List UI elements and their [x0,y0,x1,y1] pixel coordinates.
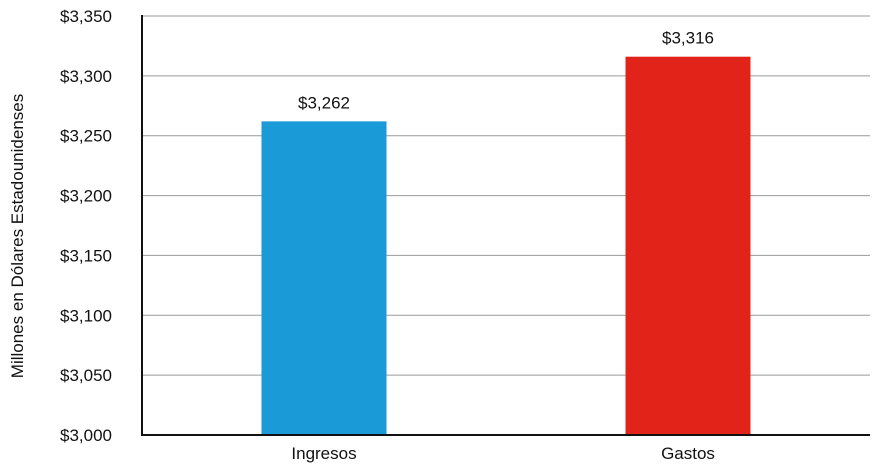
x-axis-ticks: Ingresos Gastos [291,444,715,463]
y-tick-label: $3,200 [60,187,112,206]
x-tick-label: Ingresos [291,444,356,463]
x-tick-label: Gastos [661,444,715,463]
y-tick-label: $3,050 [60,366,112,385]
bar-gastos [625,56,751,436]
y-axis-label: Millones en Dólares Estadounidenses [8,94,27,378]
y-tick-label: $3,350 [60,7,112,26]
data-labels: $3,262 $3,316 [298,29,714,113]
y-tick-label: $3,100 [60,306,112,325]
bars [261,56,751,436]
bar-ingresos [261,121,387,435]
y-tick-label: $3,250 [60,127,112,146]
y-axis-ticks: $3,000 $3,050 $3,100 $3,150 $3,200 $3,250 $3,3… [60,7,112,445]
data-label: $3,316 [662,29,714,48]
y-tick-label: $3,150 [60,246,112,265]
gridlines [142,15,870,436]
y-tick-label: $3,000 [60,426,112,445]
y-tick-label: $3,300 [60,67,112,86]
data-label: $3,262 [298,93,350,112]
